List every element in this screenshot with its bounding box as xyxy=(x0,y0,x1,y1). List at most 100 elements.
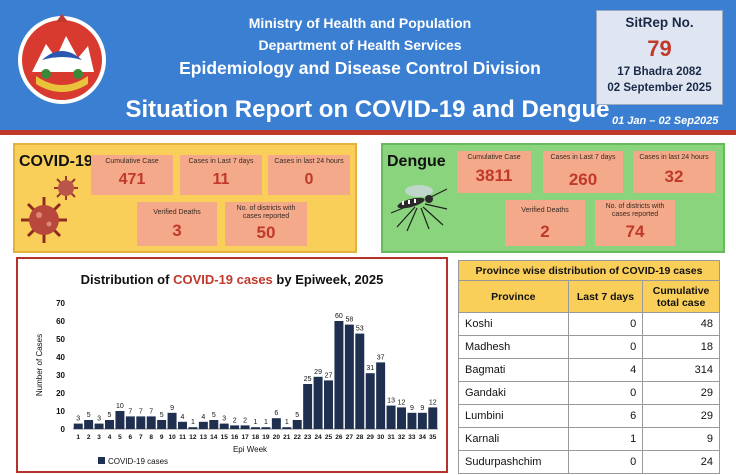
x-tick-label: 20 xyxy=(273,434,281,441)
chart-svg: Distribution of COVID-19 cases by Epiwee… xyxy=(35,272,438,466)
data-label: 12 xyxy=(429,399,437,406)
stat-label: Verified Deaths xyxy=(521,207,569,214)
bar xyxy=(292,420,302,429)
data-label: 3 xyxy=(97,416,101,423)
stat-value: 74 xyxy=(625,222,645,241)
bar xyxy=(167,412,177,429)
data-label: 6 xyxy=(274,410,278,417)
x-tick-label: 6 xyxy=(129,434,133,441)
bar xyxy=(365,373,375,429)
data-label: 7 xyxy=(128,408,132,415)
bar xyxy=(115,411,125,429)
total-cell: 48 xyxy=(642,312,720,336)
bar xyxy=(313,376,323,429)
data-label: 1 xyxy=(285,419,289,426)
data-label: 7 xyxy=(139,408,143,415)
data-label: 4 xyxy=(201,414,205,421)
data-label: 25 xyxy=(304,376,312,383)
x-tick-label: 31 xyxy=(387,434,395,441)
data-label: 5 xyxy=(160,412,164,419)
data-label: 10 xyxy=(116,403,124,410)
stat-label: No. of districts with cases reported xyxy=(605,203,665,218)
sitrep-date-nepali: 17 Bhadra 2082 xyxy=(617,66,702,78)
x-tick-label: 28 xyxy=(356,434,364,441)
data-label: 1 xyxy=(264,419,268,426)
y-tick-label: 0 xyxy=(61,425,66,434)
column-header-province: Province xyxy=(458,280,569,313)
data-label: 3 xyxy=(222,416,226,423)
bar xyxy=(261,427,271,429)
table-row: Gandaki 0 29 xyxy=(458,381,720,405)
y-tick-label: 70 xyxy=(56,299,65,308)
stat-value: 260 xyxy=(568,170,598,189)
data-label: 3 xyxy=(76,416,80,423)
table-row: Madhesh 0 18 xyxy=(458,335,720,359)
x-tick-label: 25 xyxy=(325,434,333,441)
dengue-last24-card: Cases in last 24 hours 32 xyxy=(633,151,715,193)
data-label: 2 xyxy=(233,417,237,424)
bar xyxy=(178,421,187,429)
dengue-last7-card: Cases in Last 7 days 260 xyxy=(543,151,623,193)
data-label: 7 xyxy=(149,408,153,415)
x-tick-label: 16 xyxy=(231,434,239,441)
stat-label: Cases in last 24 hours xyxy=(274,158,344,165)
bar xyxy=(355,333,365,429)
total-cell: 9 xyxy=(642,427,720,451)
x-tick-label: 18 xyxy=(252,434,260,441)
legend-label: COVID-19 cases xyxy=(108,457,168,466)
x-tick-label: 26 xyxy=(335,434,343,441)
data-label: 5 xyxy=(295,412,299,419)
province-table: Province wise distribution of COVID-19 c… xyxy=(458,260,720,474)
bar xyxy=(376,362,386,429)
covid-cumulative-card: Cumulative Case 471 xyxy=(91,155,173,195)
table-row: Lumbini 6 29 xyxy=(458,404,720,428)
province-name-cell: Karnali xyxy=(458,427,569,451)
mosquito-icon xyxy=(390,185,448,232)
bar xyxy=(240,425,250,429)
covid-last24-card: Cases in last 24 hours 0 xyxy=(268,155,350,195)
data-label: 60 xyxy=(335,313,343,320)
data-label: 5 xyxy=(87,412,91,419)
data-label: 4 xyxy=(181,414,185,421)
x-tick-label: 2 xyxy=(87,434,91,441)
stat-label: Cumulative Case xyxy=(467,154,521,161)
x-tick-label: 5 xyxy=(118,434,122,441)
bar xyxy=(84,420,94,429)
data-label: 37 xyxy=(377,354,385,361)
data-label: 53 xyxy=(356,326,364,333)
bar xyxy=(157,420,167,429)
header-divider xyxy=(0,130,736,135)
bar xyxy=(188,427,198,429)
covid-summary-panel: COVID-19 Cumulative Case 471 Cases in La… xyxy=(13,143,357,253)
province-name-cell: Madhesh xyxy=(458,335,569,359)
x-tick-label: 35 xyxy=(429,434,437,441)
data-label: 9 xyxy=(420,405,424,412)
x-tick-label: 11 xyxy=(179,434,186,441)
bar xyxy=(209,420,219,429)
bar xyxy=(397,407,406,429)
stat-value: 3 xyxy=(172,221,182,240)
y-tick-label: 60 xyxy=(56,317,65,326)
stat-value: 3811 xyxy=(475,166,513,185)
dengue-panel-title: Dengue xyxy=(387,153,446,170)
date-range: 01 Jan – 02 Sep2025 xyxy=(612,115,719,127)
x-tick-label: 13 xyxy=(200,434,208,441)
bar xyxy=(198,421,208,429)
nepal-emblem-icon xyxy=(18,14,106,104)
total-cell: 24 xyxy=(642,450,720,474)
x-tick-label: 15 xyxy=(221,434,229,441)
stat-value: 11 xyxy=(212,171,230,188)
covid-epiweek-chart: Distribution of COVID-19 cases by Epiwee… xyxy=(16,257,448,473)
report-title: Situation Report on COVID-19 and Dengue xyxy=(125,96,610,123)
bar xyxy=(105,420,114,429)
table-row: Bagmati 4 314 xyxy=(458,358,720,382)
data-label: 12 xyxy=(398,399,406,406)
x-tick-label: 4 xyxy=(108,434,112,441)
sitrep-label: SitRep No. xyxy=(625,15,694,30)
data-label: 1 xyxy=(254,419,258,426)
y-tick-label: 10 xyxy=(56,407,65,416)
x-tick-label: 17 xyxy=(241,434,249,441)
bar xyxy=(136,416,146,429)
province-name-cell: Koshi xyxy=(458,312,569,336)
bar xyxy=(230,425,240,429)
